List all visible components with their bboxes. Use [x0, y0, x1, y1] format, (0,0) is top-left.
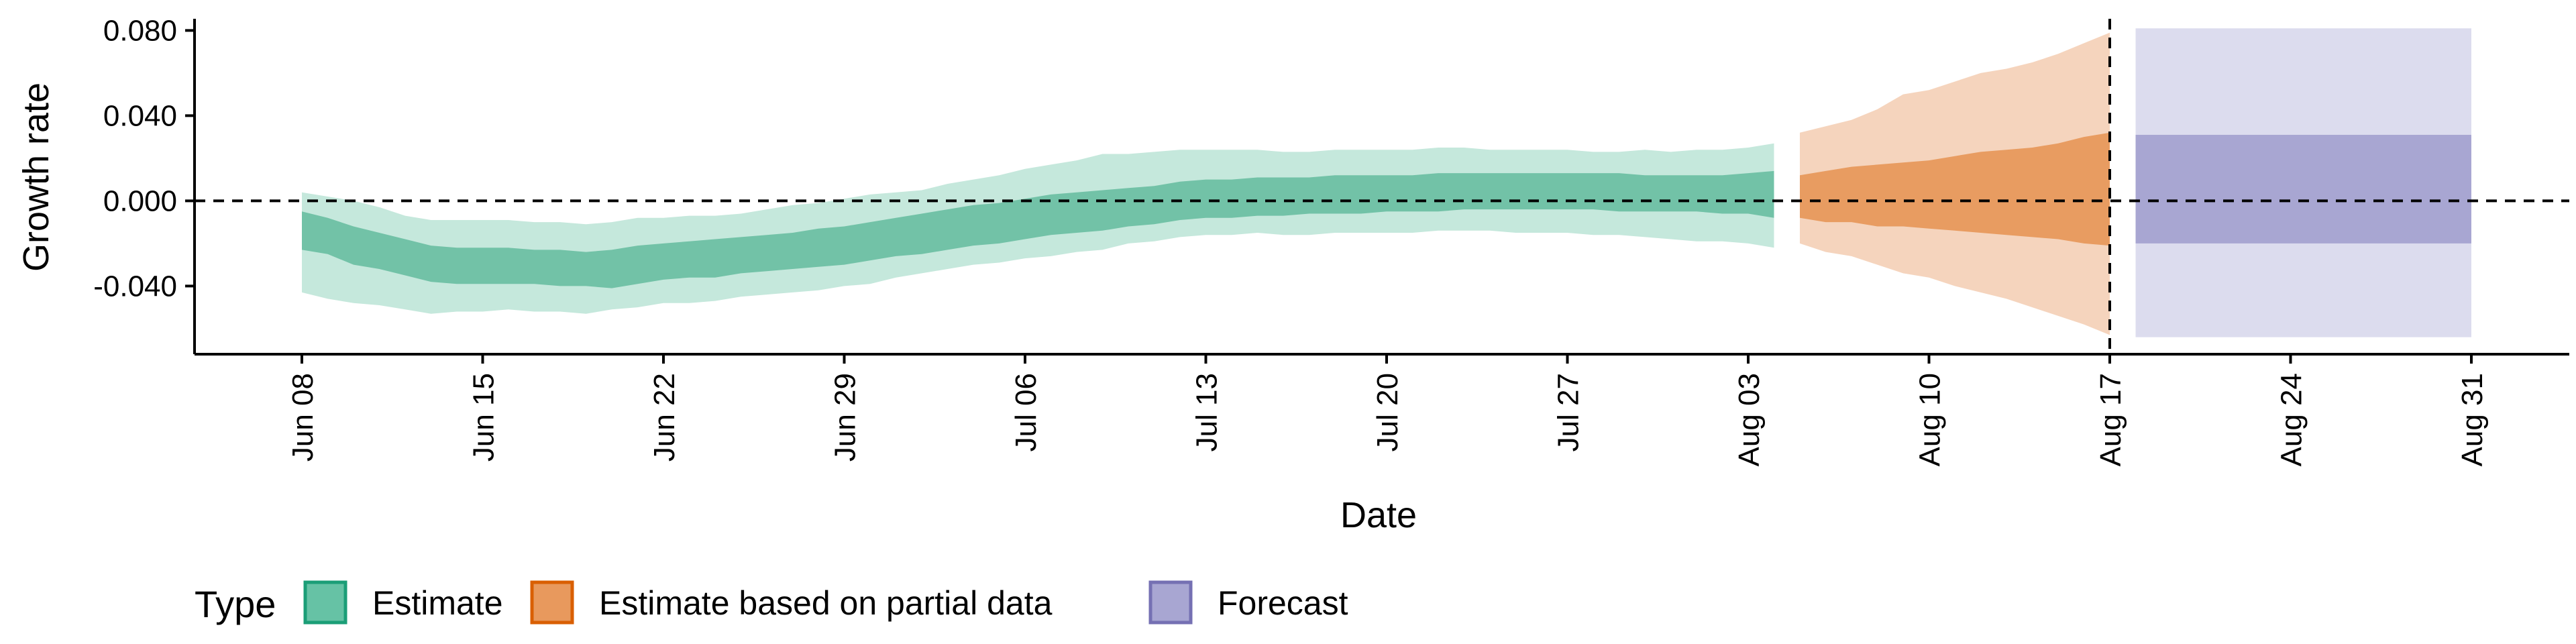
x-tick-label: Jul 13 [1191, 373, 1224, 451]
y-tick-label: 0.080 [103, 14, 177, 47]
legend-label: Forecast [1218, 584, 1348, 622]
y-tick-label: -0.040 [93, 270, 177, 303]
x-tick-label: Jul 20 [1371, 373, 1404, 451]
x-ticks: Jun 08 Jun 15 Jun 22 Jun 29 Jul 06 Jul 13 Jul … [286, 354, 2489, 466]
x-tick-label: Jun 08 [286, 373, 319, 462]
legend-title: Type [195, 583, 276, 625]
estimate-based-on-partial-data-inner-band [1800, 132, 2110, 246]
legend-label: Estimate [372, 584, 503, 622]
y-tick-label: 0.000 [103, 184, 177, 217]
legend-swatch [530, 580, 574, 625]
legend-swatch [303, 580, 347, 625]
legend: Type Estimate Estimate based on partial d… [195, 580, 1348, 625]
x-tick-label: Jun 15 [468, 373, 500, 462]
series-bands [302, 28, 2471, 337]
reference-lines [195, 19, 2569, 354]
x-tick-label: Jul 06 [1010, 373, 1042, 451]
y-tick-label: 0.040 [103, 99, 177, 132]
axes [193, 19, 2569, 356]
legend-swatch [1148, 580, 1193, 625]
legend-label: Estimate based on partial data [599, 584, 1053, 622]
x-axis-title: Date [1340, 495, 1417, 535]
x-tick-label: Aug 17 [2094, 373, 2127, 466]
y-ticks: 0.080 0.040 0.000 -0.040 [93, 14, 195, 303]
x-tick-label: Aug 31 [2456, 373, 2489, 466]
forecast-inner-band [2135, 135, 2471, 244]
x-tick-label: Jun 22 [648, 373, 681, 462]
x-tick-label: Aug 03 [1733, 373, 1766, 466]
x-tick-label: Jun 29 [829, 373, 862, 462]
x-tick-label: Jul 27 [1552, 373, 1585, 451]
y-axis-title: Growth rate [16, 83, 56, 272]
x-tick-label: Aug 10 [1914, 373, 1947, 466]
x-tick-label: Aug 24 [2275, 373, 2308, 466]
